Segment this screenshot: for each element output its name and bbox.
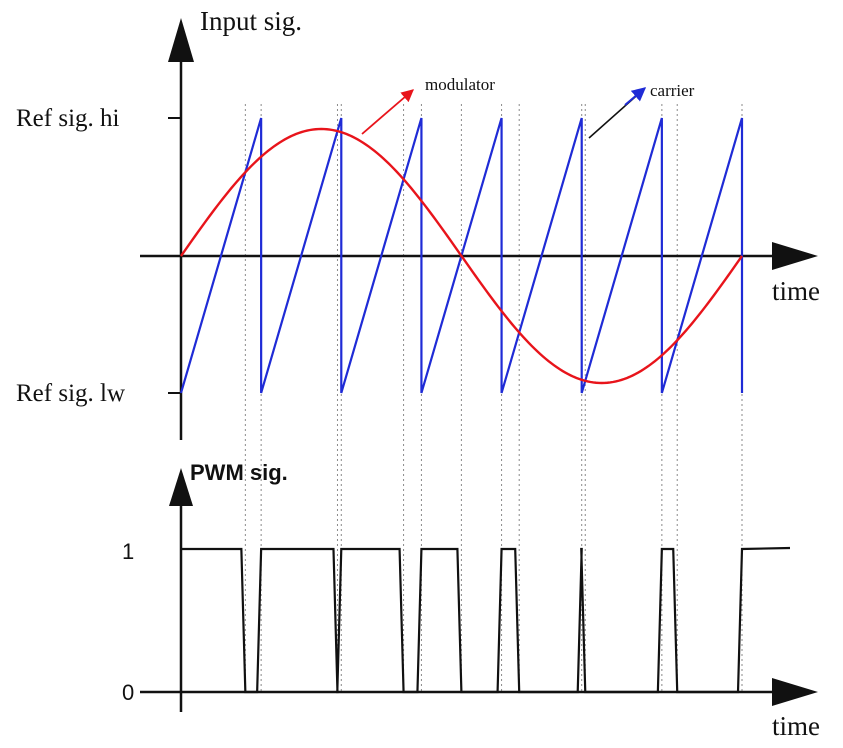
- modulator-waveform: [180, 127, 743, 385]
- modulator-pointer-arrow: [361, 89, 414, 135]
- carrier-pointer-arrowhead: [624, 87, 647, 106]
- ref-hi-label: Ref sig. hi: [16, 105, 120, 132]
- time-axis-label-bottom: time: [772, 711, 820, 741]
- carrier-waveform: [179, 117, 744, 394]
- input-axis-label: Input sig.: [200, 6, 302, 36]
- ref-lw-label: Ref sig. lw: [16, 380, 125, 407]
- pwm-y-axis-arrow: [169, 468, 193, 506]
- pwm-time-axis-arrow: [772, 678, 818, 706]
- input-y-axis-arrow: [168, 18, 194, 62]
- guide-lines: [244, 104, 743, 692]
- time-axis-label-top: time: [772, 276, 820, 306]
- carrier-label: carrier: [650, 81, 695, 100]
- input-time-axis-arrow: [772, 242, 818, 270]
- pwm-axis-label: PWM sig.: [190, 460, 288, 485]
- input-axes: [140, 18, 818, 440]
- pwm-zero-label: 0: [122, 680, 134, 705]
- pwm-waveform: [181, 546, 791, 694]
- pwm-one-label: 1: [122, 539, 134, 564]
- modulator-label: modulator: [425, 75, 495, 94]
